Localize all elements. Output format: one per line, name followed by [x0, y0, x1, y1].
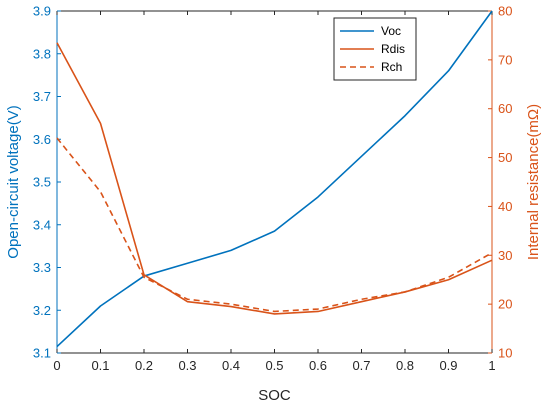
y-right-tick-label: 50	[498, 150, 512, 165]
x-tick-label: 0.1	[91, 358, 109, 373]
y-left-tick-label: 3.6	[33, 132, 51, 147]
series-line-rch	[56, 137, 493, 313]
x-tick-label: 0.7	[352, 358, 370, 373]
x-tick-label: 0.9	[439, 358, 457, 373]
legend-label-voc: Voc	[381, 24, 401, 38]
x-tick-label: 0.8	[396, 358, 414, 373]
x-axis-title: SOC	[258, 387, 291, 404]
y-right-axis-title: Internal resistance(mΩ)	[525, 104, 542, 260]
x-tick-label: 0.4	[222, 358, 240, 373]
y-left-tick-label: 3.3	[33, 260, 51, 275]
series-line-rdis	[56, 42, 493, 315]
legend-label-rch: Rch	[381, 60, 402, 74]
series-line-voc	[56, 10, 493, 348]
legend-box	[333, 17, 417, 81]
y-left-tick-label: 3.4	[33, 217, 51, 232]
y-right-tick-label: 10	[498, 346, 512, 361]
y-right-tick-label: 40	[498, 199, 512, 214]
y-right-tick-label: 20	[498, 297, 512, 312]
y-left-tick-label: 3.8	[33, 46, 51, 61]
x-tick-label: 0.5	[265, 358, 283, 373]
x-tick-label: 0.3	[178, 358, 196, 373]
plot-area: 0 0.1 0.2 0.3 0.4 0.5 0.6 0.7 0.8 0.9 1 3.1 3.2 3.3 3.…	[33, 4, 513, 374]
legend: Voc Rdis Rch	[333, 17, 417, 81]
y-left-tick-label: 3.7	[33, 89, 51, 104]
y-left-axis-title: Open-circuit voltage(V)	[5, 105, 22, 258]
y-left-tick-label: 3.1	[33, 346, 51, 361]
x-tick-label: 0	[53, 358, 60, 373]
y-right-tick-label: 60	[498, 101, 512, 116]
y-left-tick-label: 3.5	[33, 175, 51, 190]
y-right-tick-label: 30	[498, 248, 512, 263]
y-right-tick-label: 80	[498, 4, 512, 19]
y-left-tick-label: 3.9	[33, 4, 51, 19]
y-left-tick-label: 3.2	[33, 303, 51, 318]
x-tick-label: 0.6	[309, 358, 327, 373]
y-right-tick-label: 70	[498, 52, 512, 67]
x-tick-label: 1	[488, 358, 495, 373]
x-tick-label: 0.2	[135, 358, 153, 373]
legend-label-rdis: Rdis	[381, 42, 405, 56]
